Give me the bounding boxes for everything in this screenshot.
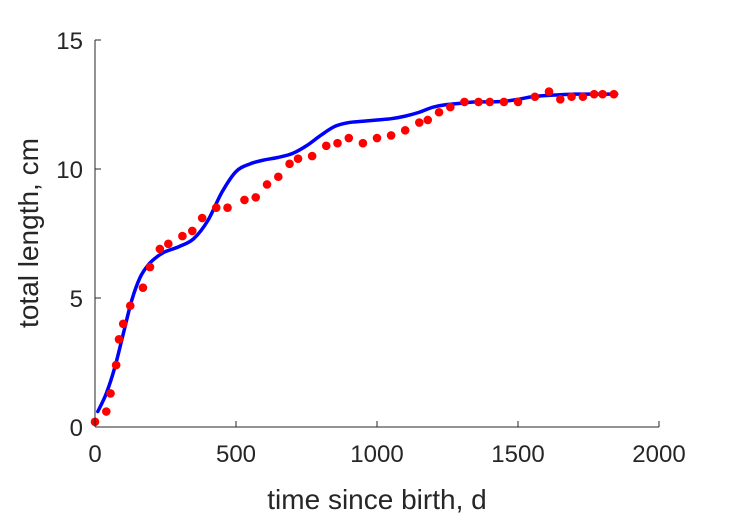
plot-area (90, 87, 619, 427)
data-point (513, 97, 523, 107)
data-point (307, 151, 317, 161)
data-point (125, 301, 135, 311)
data-point (145, 262, 155, 272)
data-point (101, 407, 111, 416)
data-point (285, 159, 294, 169)
data-point (251, 193, 261, 202)
data-point (197, 213, 207, 223)
data-point (386, 131, 396, 140)
data-point (111, 360, 121, 370)
data-point (187, 226, 197, 236)
x-tick-label: 1000 (350, 441, 403, 468)
data-point (609, 89, 619, 99)
data-point (358, 138, 368, 148)
y-axis-title: total length, cm (13, 138, 44, 328)
fit-curve (96, 92, 619, 414)
data-point (415, 118, 424, 127)
data-point (293, 154, 303, 163)
x-tick-label: 2000 (632, 441, 685, 468)
data-point (499, 97, 509, 107)
data-point (446, 102, 455, 112)
data-point (274, 172, 283, 182)
x-axis: 0 500 1000 1500 2000 (88, 421, 686, 468)
y-tick-label: 10 (56, 157, 83, 184)
data-point (434, 107, 444, 117)
data-point (567, 92, 576, 102)
data-point (344, 133, 354, 143)
data-point (530, 92, 540, 102)
data-point (460, 97, 469, 107)
y-axis: 0 5 10 15 (56, 28, 101, 442)
data-point (423, 115, 433, 125)
data-point (178, 231, 187, 241)
data-point (118, 319, 128, 329)
data-point (598, 89, 607, 99)
data-point (164, 239, 173, 249)
data-point (372, 133, 382, 143)
data-point (556, 95, 565, 104)
data-point (400, 126, 410, 135)
x-tick-label: 0 (88, 441, 101, 468)
data-point (485, 97, 495, 107)
data-point (262, 180, 272, 189)
data-point (474, 97, 483, 107)
data-point (544, 87, 554, 96)
data-point (223, 203, 232, 212)
y-tick-label: 5 (70, 286, 83, 313)
data-point (155, 244, 165, 254)
data-point (578, 92, 588, 102)
x-tick-label: 1500 (491, 441, 544, 468)
data-point (321, 141, 331, 151)
data-point (138, 283, 148, 292)
x-axis-title: time since birth, d (267, 484, 486, 515)
data-point (114, 334, 124, 344)
y-tick-label: 0 (70, 415, 83, 442)
data-point (589, 89, 599, 99)
x-tick-label: 500 (216, 441, 256, 468)
data-point (211, 203, 221, 212)
y-tick-label: 15 (56, 28, 83, 55)
data-point (333, 138, 342, 148)
data-point (240, 195, 249, 205)
data-point (106, 389, 115, 398)
